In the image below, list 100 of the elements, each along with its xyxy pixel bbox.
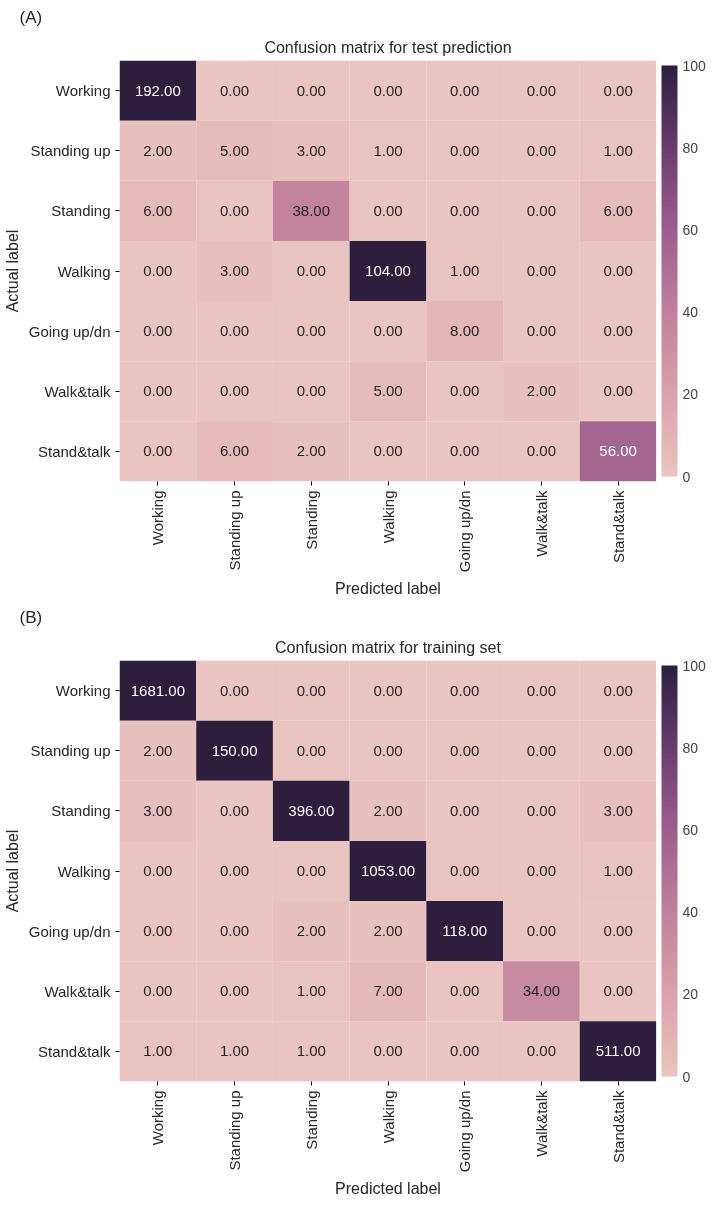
- data-label: 0.00: [450, 681, 480, 699]
- data-label: 0.00: [143, 922, 173, 940]
- data-label: 0.00: [526, 862, 557, 879]
- data-label: 0.00: [450, 982, 480, 1000]
- data-label: 0.00: [219, 801, 250, 819]
- data-label: 1.00: [296, 982, 326, 1000]
- x-tick-label: Standing up: [226, 1090, 244, 1171]
- data-label: 0.00: [373, 81, 403, 99]
- y-tick-label: Stand&talk: [37, 442, 111, 460]
- data-label: 0.00: [143, 382, 173, 400]
- data-label: 1.00: [143, 1042, 173, 1060]
- data-label: 0.00: [373, 1042, 403, 1060]
- y-tick-label: Standing up: [30, 142, 111, 160]
- data-label: 1.00: [603, 862, 633, 879]
- text: (B): [19, 607, 43, 627]
- data-label: 3.00: [219, 262, 250, 279]
- data-label: 1.00: [219, 1042, 250, 1060]
- data-label: 5.00: [373, 382, 403, 400]
- data-label: 7.00: [373, 982, 403, 1000]
- data-label: 0.00: [603, 681, 633, 699]
- x-tick-label: Walking: [379, 1090, 397, 1144]
- data-label: 0.00: [373, 201, 403, 219]
- data-label: 0.00: [603, 262, 633, 279]
- data-label: 0.00: [373, 741, 403, 759]
- y-tick-label: Walk&talk: [44, 982, 111, 1000]
- data-label: 0.00: [219, 81, 250, 99]
- data-label: 2.00: [143, 141, 173, 159]
- data-label: 0.00: [603, 382, 633, 400]
- data-label: 2.00: [296, 442, 326, 460]
- x-tick-label: Walking: [379, 490, 397, 544]
- data-label: 0.00: [603, 322, 633, 340]
- data-label: 0.00: [603, 741, 633, 759]
- data-label: 2.00: [526, 382, 557, 400]
- x-tick-label: Working: [149, 490, 167, 546]
- data-label: 192.00: [134, 81, 181, 99]
- x-tick-label: Going up/dn: [456, 1090, 474, 1173]
- color-bar-label: 60: [682, 821, 699, 838]
- data-label: 0.00: [526, 81, 557, 99]
- data-label: 0.00: [450, 201, 480, 219]
- data-label: 118.00: [442, 922, 488, 940]
- color-bar-label: 60: [682, 221, 699, 238]
- data-label: 6.00: [603, 201, 633, 219]
- chart-title: Confusion matrix for test prediction: [264, 38, 512, 56]
- y-tick-label: Walking: [57, 262, 111, 280]
- data-label: 0.00: [296, 382, 326, 400]
- y-tick-label: Going up/dn: [28, 322, 111, 340]
- data-label: 0.00: [296, 262, 326, 279]
- data-label: 0.00: [219, 322, 250, 340]
- x-axis-title: Predicted label: [335, 1180, 441, 1198]
- data-label: 0.00: [143, 862, 173, 879]
- data-label: 0.00: [603, 982, 633, 1000]
- color-bar-label: 0: [682, 468, 691, 485]
- data-label: 0.00: [526, 442, 557, 460]
- data-label: 0.00: [526, 801, 557, 819]
- data-label: 0.00: [296, 741, 326, 759]
- data-label: 8.00: [450, 322, 480, 340]
- color-bar-label: 40: [682, 304, 699, 321]
- x-axis-title: Predicted label: [335, 580, 441, 598]
- color-bar-label: 80: [682, 139, 699, 156]
- data-label: 0.00: [219, 862, 250, 879]
- x-tick-label: Working: [149, 1090, 167, 1146]
- data-label: 0.00: [450, 81, 480, 99]
- data-label: 1681.00: [130, 681, 185, 699]
- data-label: 0.00: [219, 982, 250, 1000]
- data-label: 0.00: [526, 922, 557, 940]
- data-label: 0.00: [219, 201, 250, 219]
- data-label: 0.00: [526, 1042, 557, 1060]
- data-label: 1.00: [450, 262, 480, 279]
- data-label: 34.00: [522, 982, 561, 1000]
- data-label: 3.00: [143, 801, 173, 819]
- data-label: 0.00: [296, 322, 326, 340]
- data-label: 0.00: [450, 801, 480, 819]
- data-label: 396.00: [288, 801, 335, 819]
- data-label: 2.00: [143, 741, 173, 759]
- data-label: 5.00: [219, 141, 250, 159]
- data-label: 0.00: [296, 862, 326, 879]
- x-tick-label: Standing up: [226, 490, 244, 571]
- data-label: 0.00: [526, 322, 557, 340]
- y-tick-label: Going up/dn: [28, 922, 111, 940]
- y-tick-label: Stand&talk: [37, 1042, 111, 1060]
- y-axis-title: Actual label: [3, 829, 21, 913]
- color-bar-label: 100: [682, 657, 707, 674]
- data-label: 0.00: [526, 141, 557, 159]
- data-label: 0.00: [450, 741, 480, 759]
- data-label: 6.00: [219, 442, 250, 460]
- data-label: 1.00: [373, 141, 403, 159]
- text: (A): [19, 7, 43, 27]
- data-label: 56.00: [599, 442, 637, 460]
- data-label: 0.00: [143, 982, 173, 1000]
- data-label: 0.00: [219, 922, 250, 940]
- data-label: 0.00: [450, 382, 480, 400]
- data-label: 0.00: [526, 681, 557, 699]
- x-tick-label: Stand&talk: [609, 1090, 627, 1164]
- data-label: 1.00: [603, 141, 633, 159]
- data-label: 0.00: [143, 262, 173, 279]
- data-label: 0.00: [373, 681, 403, 699]
- data-label: 0.00: [373, 322, 403, 340]
- data-label: 104.00: [365, 262, 411, 279]
- data-label: 0.00: [450, 141, 480, 159]
- data-label: 0.00: [603, 922, 633, 940]
